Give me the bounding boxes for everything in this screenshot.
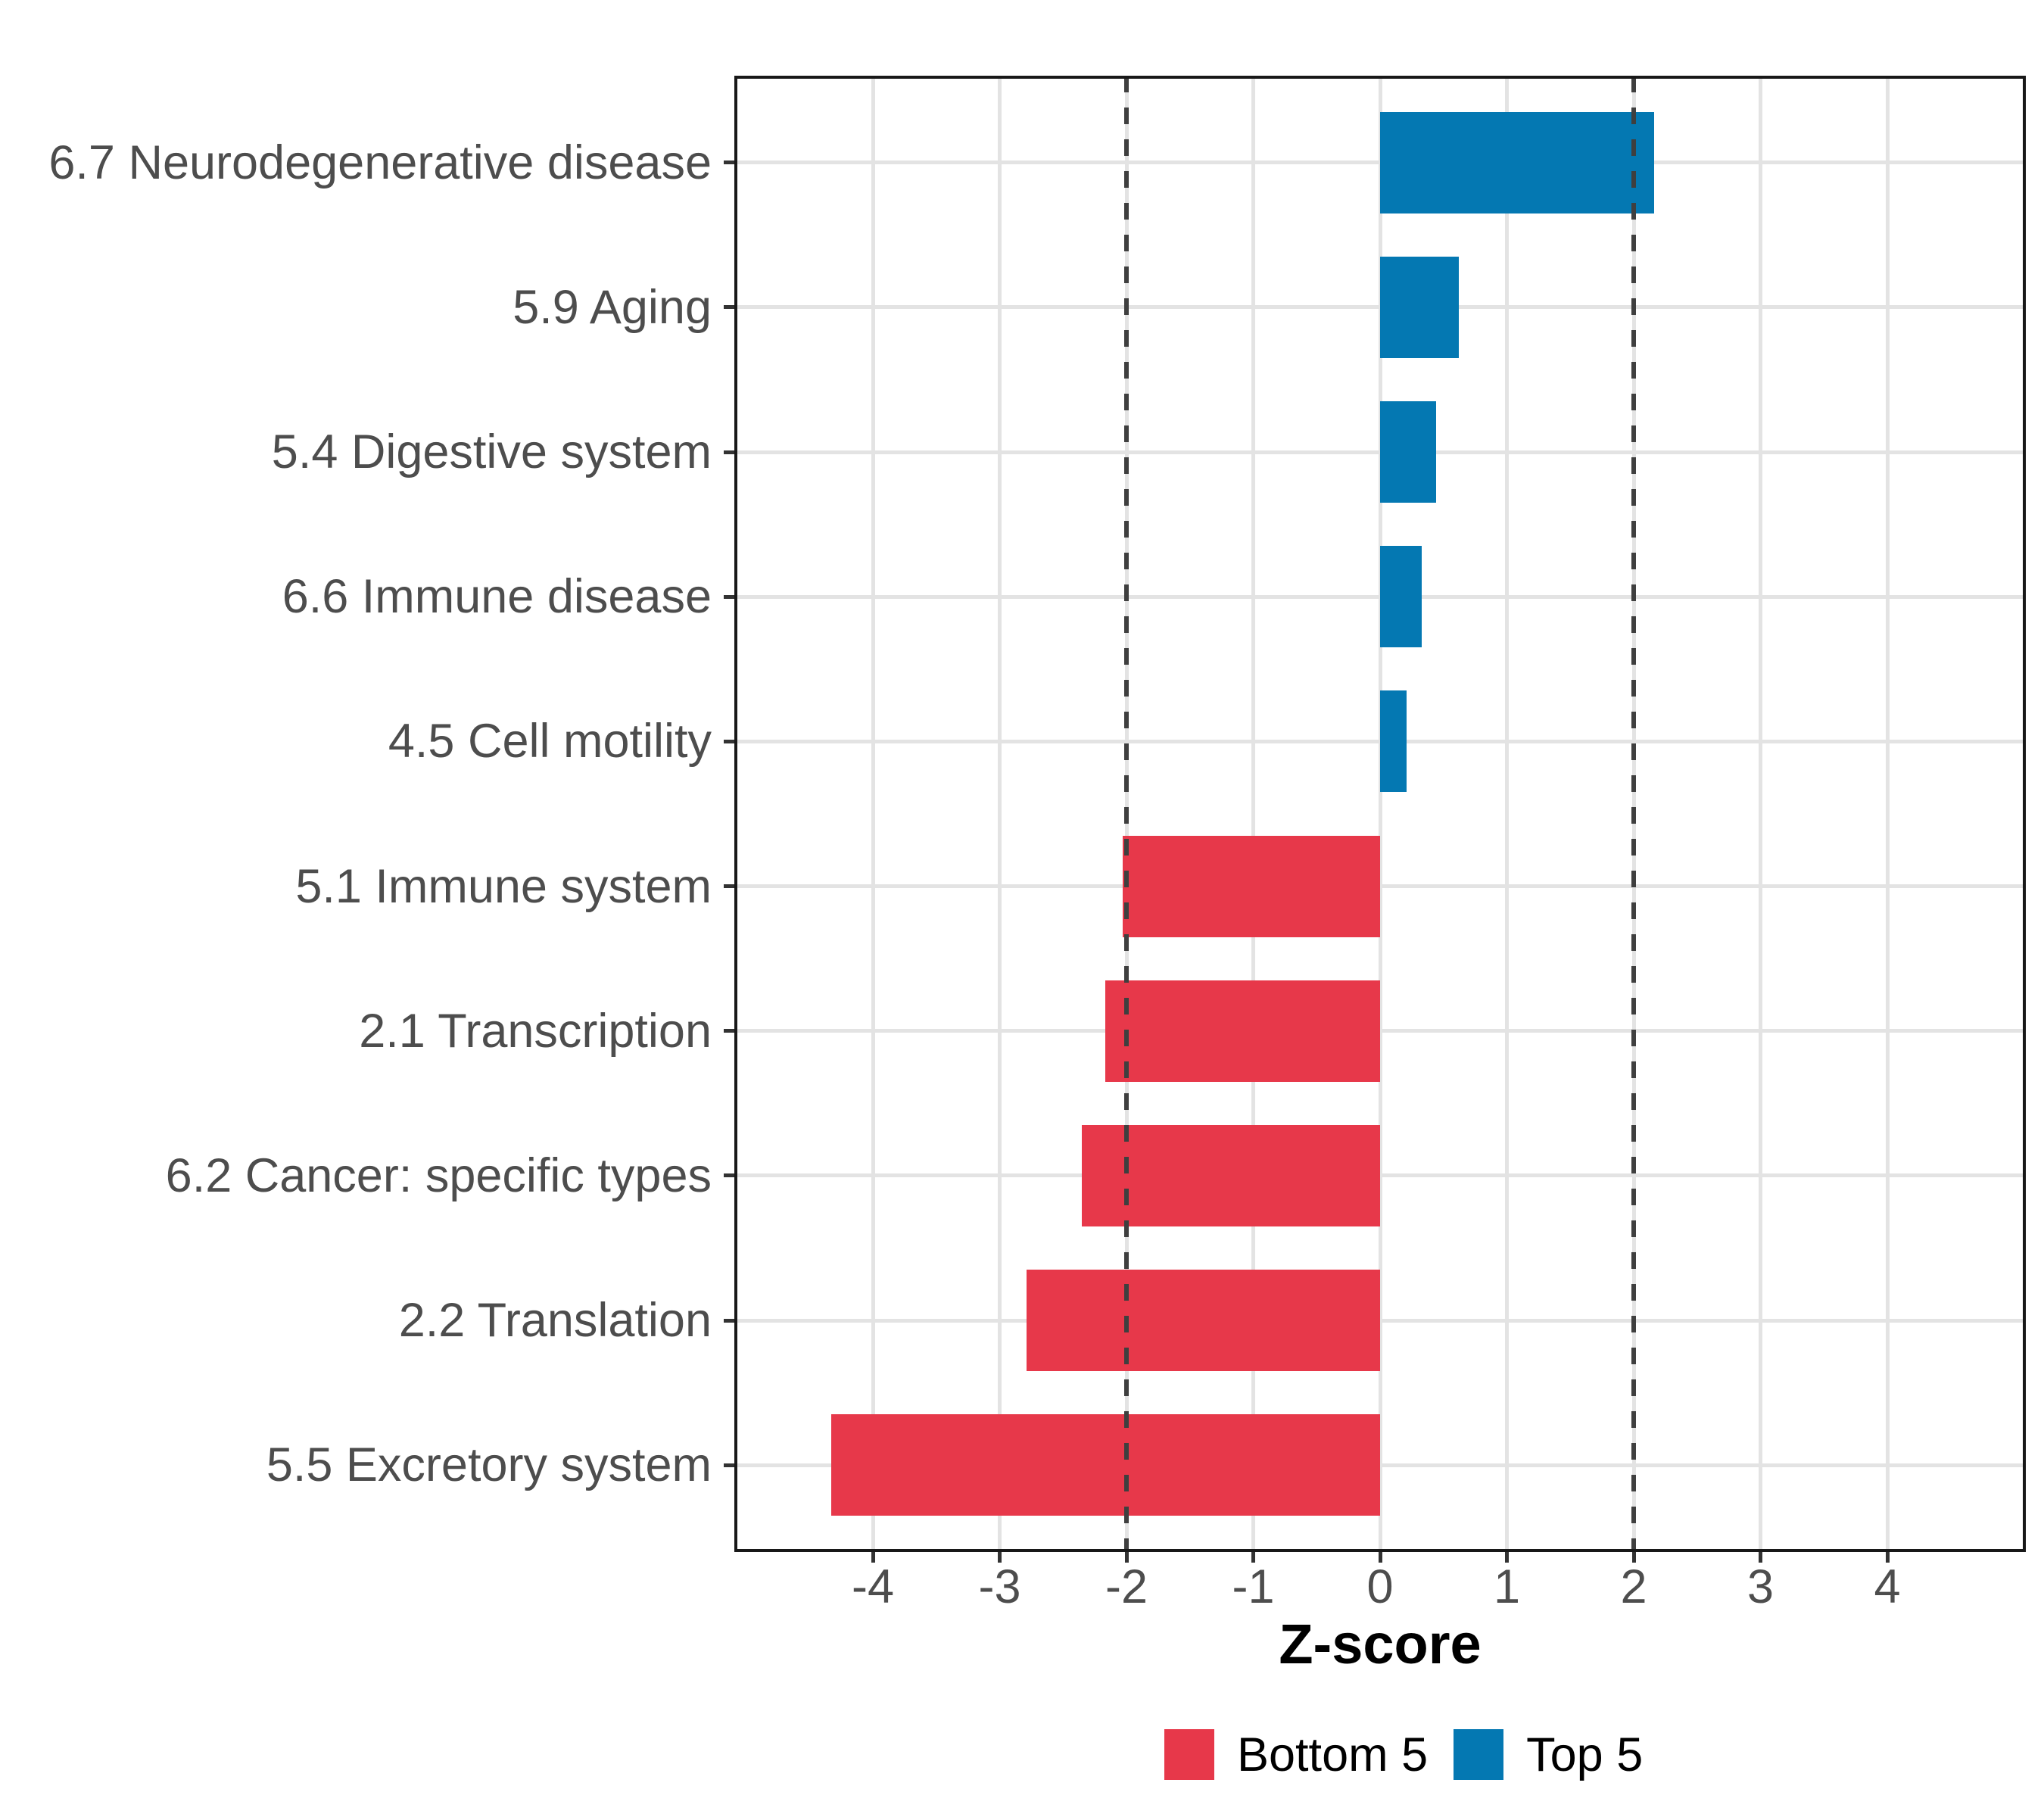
legend-entry-top5: Top 5 [1454, 1728, 1643, 1781]
vertical-gridline [998, 76, 1002, 1552]
y-axis-tick [724, 594, 734, 599]
y-axis-tick [724, 1173, 734, 1178]
bar [1122, 835, 1380, 937]
x-axis-tick [1378, 1552, 1382, 1563]
x-axis-tick [1885, 1552, 1890, 1563]
x-tick-label: -1 [1232, 1560, 1275, 1613]
horizontal-gridline [734, 1173, 2026, 1178]
bar [1380, 256, 1459, 358]
x-tick-label: 3 [1746, 1560, 1774, 1613]
x-axis-tick [1631, 1552, 1636, 1563]
vertical-gridline [871, 76, 875, 1552]
y-axis-tick [724, 1463, 734, 1467]
bar [1380, 401, 1436, 503]
x-axis-tick [1505, 1552, 1509, 1563]
vertical-gridline [1505, 76, 1509, 1552]
vertical-gridline [1759, 76, 1762, 1552]
x-tick-label: -3 [978, 1560, 1021, 1613]
legend-label-top5: Top 5 [1526, 1728, 1644, 1781]
category-label: 5.4 Digestive system [271, 425, 712, 479]
x-axis-tick [1124, 1552, 1129, 1563]
category-label: 5.5 Excretory system [266, 1438, 712, 1492]
category-label: 2.1 Transcription [359, 1004, 712, 1058]
bar [1082, 1124, 1380, 1226]
horizontal-gridline [734, 884, 2026, 889]
horizontal-gridline [734, 1029, 2026, 1033]
bar [1380, 690, 1407, 793]
x-axis-tick [998, 1552, 1002, 1563]
x-axis-title: Z-score [1279, 1613, 1482, 1675]
legend-swatch-top5 [1454, 1729, 1504, 1780]
y-axis-tick [724, 739, 734, 743]
legend-label-bottom5: Bottom 5 [1237, 1728, 1429, 1781]
bar [830, 1414, 1380, 1516]
vertical-gridline [1251, 76, 1255, 1552]
bar [1026, 1270, 1380, 1372]
category-label: 6.6 Immune disease [282, 570, 712, 624]
x-axis-tick [1759, 1552, 1762, 1563]
y-axis-tick [724, 884, 734, 889]
category-label: 6.7 Neurodegenerative disease [48, 136, 712, 189]
y-axis-tick [724, 450, 734, 454]
y-axis-tick [724, 305, 734, 310]
y-axis-tick [724, 1318, 734, 1323]
x-tick-label: 2 [1620, 1560, 1647, 1613]
horizontal-gridline [734, 1463, 2026, 1467]
horizontal-gridline [734, 1318, 2026, 1323]
legend: Bottom 5 Top 5 [1164, 1728, 1643, 1781]
bar [1105, 980, 1380, 1082]
category-label: 2.2 Translation [398, 1294, 712, 1348]
legend-entry-bottom5: Bottom 5 [1164, 1728, 1428, 1781]
category-label: 6.2 Cancer: specific types [165, 1148, 712, 1202]
x-tick-label: 4 [1874, 1560, 1901, 1613]
dashed-reference-line [1124, 76, 1129, 1552]
category-label: 4.5 Cell motility [388, 715, 712, 768]
category-label: 5.1 Immune system [295, 859, 712, 913]
x-tick-label: -2 [1105, 1560, 1148, 1613]
x-tick-label: 1 [1493, 1560, 1521, 1613]
y-axis-tick [724, 161, 734, 165]
vertical-gridline [1378, 76, 1382, 1552]
category-label: 5.9 Aging [513, 280, 712, 334]
bar [1380, 546, 1422, 648]
legend-swatch-bottom5 [1164, 1729, 1214, 1780]
bar [1380, 111, 1654, 213]
dashed-reference-line [1631, 76, 1636, 1552]
x-axis-tick [1251, 1552, 1255, 1563]
vertical-gridline [1885, 76, 1890, 1552]
x-tick-label: 0 [1366, 1560, 1394, 1613]
x-axis-tick [871, 1552, 875, 1563]
y-axis-tick [724, 1029, 734, 1033]
x-tick-label: -4 [851, 1560, 895, 1613]
